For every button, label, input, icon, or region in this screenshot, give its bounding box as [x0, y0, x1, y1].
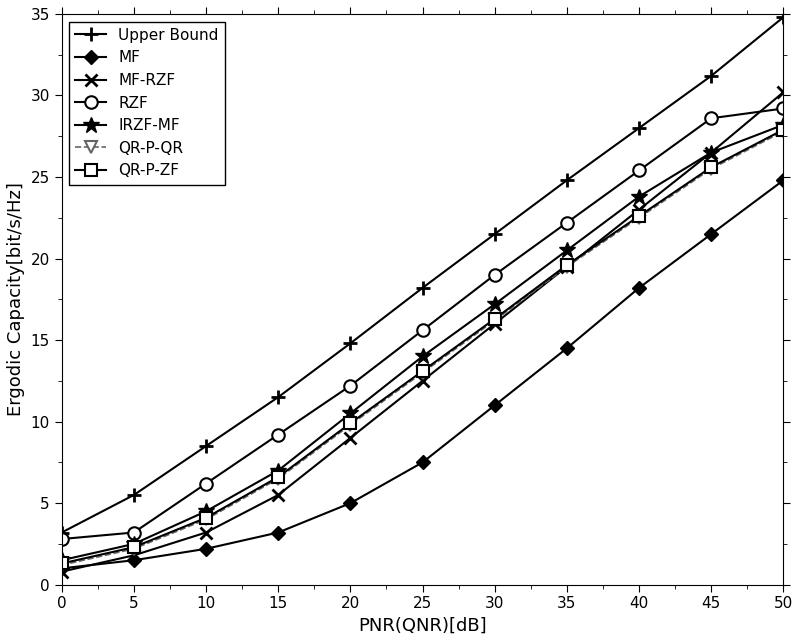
- QR-P-ZF: [562, 261, 572, 269]
- MF-RZF: [706, 149, 716, 157]
- QR-P-ZF: [634, 213, 644, 220]
- QR-P-ZF: [778, 126, 788, 134]
- RZF: [274, 431, 283, 438]
- QR-P-QR: [346, 421, 355, 429]
- IRZF-MF: [346, 410, 355, 417]
- QR-P-QR: [778, 128, 788, 135]
- Line: QR-P-QR: QR-P-QR: [55, 125, 790, 571]
- MF-RZF: [562, 263, 572, 270]
- RZF: [634, 167, 644, 175]
- IRZF-MF: [634, 193, 644, 200]
- Upper Bound: [562, 177, 572, 184]
- MF-RZF: [634, 205, 644, 213]
- MF: [706, 230, 716, 238]
- Upper Bound: [778, 13, 788, 21]
- Upper Bound: [418, 284, 427, 291]
- RZF: [490, 271, 499, 279]
- Upper Bound: [490, 230, 499, 238]
- RZF: [129, 528, 138, 536]
- RZF: [57, 535, 66, 543]
- MF: [634, 284, 644, 291]
- IRZF-MF: [418, 352, 427, 360]
- IRZF-MF: [57, 557, 66, 564]
- QR-P-ZF: [346, 419, 355, 427]
- MF: [57, 564, 66, 572]
- MF: [274, 528, 283, 536]
- RZF: [706, 114, 716, 122]
- RZF: [778, 105, 788, 112]
- Upper Bound: [274, 394, 283, 401]
- MF-RZF: [346, 434, 355, 442]
- RZF: [202, 480, 211, 487]
- Line: Upper Bound: Upper Bound: [54, 10, 790, 539]
- MF-RZF: [202, 528, 211, 536]
- RZF: [418, 326, 427, 334]
- IRZF-MF: [129, 540, 138, 548]
- MF-RZF: [778, 89, 788, 96]
- QR-P-QR: [418, 369, 427, 376]
- QR-P-QR: [202, 516, 211, 523]
- IRZF-MF: [706, 149, 716, 157]
- Line: QR-P-ZF: QR-P-ZF: [56, 124, 789, 569]
- MF: [562, 344, 572, 352]
- Upper Bound: [634, 124, 644, 132]
- QR-P-QR: [129, 545, 138, 553]
- Line: IRZF-MF: IRZF-MF: [54, 116, 792, 569]
- QR-P-ZF: [129, 543, 138, 551]
- QR-P-ZF: [490, 315, 499, 323]
- RZF: [562, 219, 572, 227]
- Legend: Upper Bound, MF, MF-RZF, RZF, IRZF-MF, QR-P-QR, QR-P-ZF: Upper Bound, MF, MF-RZF, RZF, IRZF-MF, Q…: [70, 22, 225, 185]
- IRZF-MF: [562, 247, 572, 254]
- MF-RZF: [418, 377, 427, 385]
- MF: [346, 499, 355, 507]
- Upper Bound: [129, 491, 138, 499]
- QR-P-QR: [562, 263, 572, 270]
- QR-P-ZF: [202, 514, 211, 522]
- Y-axis label: Ergodic Capacity[bit/s/Hz]: Ergodic Capacity[bit/s/Hz]: [7, 182, 25, 416]
- QR-P-QR: [490, 317, 499, 324]
- MF-RZF: [57, 568, 66, 575]
- IRZF-MF: [202, 507, 211, 515]
- Upper Bound: [346, 340, 355, 347]
- Line: MF: MF: [57, 175, 788, 573]
- MF: [418, 458, 427, 466]
- QR-P-ZF: [706, 163, 716, 171]
- X-axis label: PNR(QNR)[dB]: PNR(QNR)[dB]: [358, 617, 487, 635]
- Upper Bound: [57, 528, 66, 536]
- QR-P-QR: [57, 561, 66, 569]
- IRZF-MF: [778, 121, 788, 128]
- MF: [778, 177, 788, 184]
- QR-P-QR: [634, 214, 644, 221]
- MF-RZF: [490, 320, 499, 327]
- RZF: [346, 382, 355, 390]
- Upper Bound: [706, 72, 716, 80]
- IRZF-MF: [274, 467, 283, 474]
- MF-RZF: [274, 491, 283, 499]
- QR-P-QR: [274, 475, 283, 483]
- MF-RZF: [129, 551, 138, 559]
- Upper Bound: [202, 442, 211, 450]
- MF: [129, 557, 138, 564]
- QR-P-ZF: [57, 560, 66, 568]
- MF: [202, 545, 211, 553]
- IRZF-MF: [490, 300, 499, 308]
- QR-P-QR: [706, 165, 716, 173]
- MF: [490, 401, 499, 409]
- QR-P-ZF: [418, 367, 427, 375]
- Line: MF-RZF: MF-RZF: [55, 86, 790, 578]
- Line: RZF: RZF: [55, 102, 790, 545]
- QR-P-ZF: [274, 473, 283, 481]
